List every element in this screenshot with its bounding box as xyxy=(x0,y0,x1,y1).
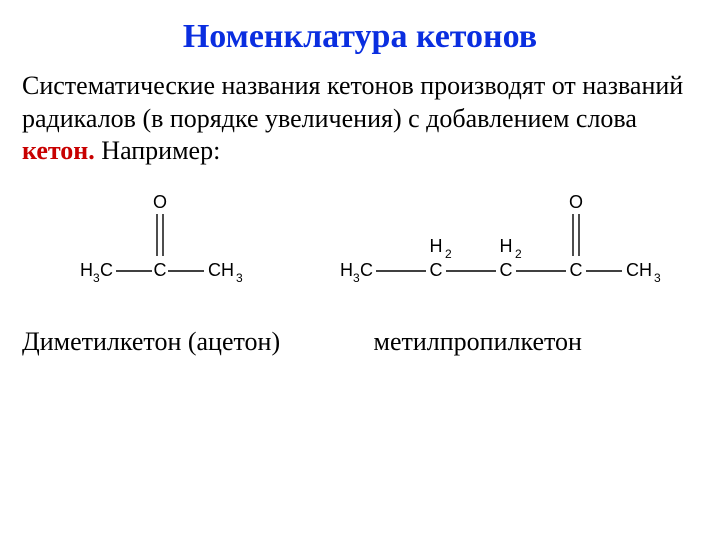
atom-left-sub: 3 xyxy=(93,271,100,285)
structures-row: O H 3 C C CH 3 O H 3 xyxy=(0,168,720,321)
labels-row: Диметилкетон (ацетон) метилпропилкетон xyxy=(0,321,720,357)
atom-left-h: H xyxy=(80,260,93,280)
mpk-o: O xyxy=(569,192,583,212)
mpk-a4: C xyxy=(570,260,583,280)
mpk-a1-c: C xyxy=(360,260,373,280)
mpk-a3-oversub: 2 xyxy=(515,247,522,261)
atom-left-c: C xyxy=(100,260,113,280)
label-mpk: метилпропилкетон xyxy=(374,327,698,357)
intro-keyword: кетон. xyxy=(22,136,95,165)
mpk-a3: C xyxy=(500,260,513,280)
atom-center: C xyxy=(154,260,167,280)
structure-mpk: O H 3 C H 2 C H 2 C C CH 3 xyxy=(330,186,670,311)
mpk-a2-over: H xyxy=(430,236,443,256)
mpk-a2: C xyxy=(430,260,443,280)
mpk-a5: CH xyxy=(626,260,652,280)
mpk-a1-sub: 3 xyxy=(353,271,360,285)
acetone-svg: O H 3 C C CH 3 xyxy=(50,186,270,306)
mpk-a1-h: H xyxy=(340,260,353,280)
label-acetone: Диметилкетон (ацетон) xyxy=(22,327,374,357)
mpk-a5-sub: 3 xyxy=(654,271,661,285)
mpk-a3-over: H xyxy=(500,236,513,256)
atom-right: CH xyxy=(208,260,234,280)
structure-acetone: O H 3 C C CH 3 xyxy=(50,186,270,311)
intro-pre: Систематические названия кетонов произво… xyxy=(22,71,683,133)
intro-post: Например: xyxy=(95,136,221,165)
mpk-svg: O H 3 C H 2 C H 2 C C CH 3 xyxy=(330,186,670,306)
mpk-a2-oversub: 2 xyxy=(445,247,452,261)
atom-right-sub: 3 xyxy=(236,271,243,285)
page-title: Номенклатура кетонов xyxy=(0,0,720,70)
intro-paragraph: Систематические названия кетонов произво… xyxy=(0,70,720,168)
atom-o: O xyxy=(153,192,167,212)
